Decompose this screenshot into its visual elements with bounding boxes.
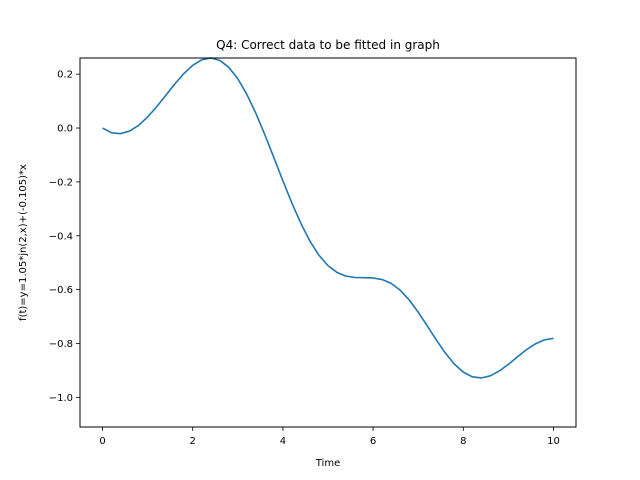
x-tick-label: 6 [370,436,376,447]
x-tick-label: 4 [280,436,286,447]
x-tick-label: 8 [460,436,466,447]
x-tick-label: 10 [547,436,560,447]
x-tick-label: 2 [190,436,196,447]
axis-ticks: 0 2 4 6 8 10 0.2 0.0 −0.2 −0.4 −0.6 −0.8 −1.0 [49,70,560,447]
y-tick-label: −0.4 [49,231,73,242]
y-axis-label: f(t)=y=1.05*jn(2,x)+(-0.105)*x [18,164,29,321]
y-tick-label: −1.0 [49,393,73,404]
chart-title: Q4: Correct data to be fitted in graph [216,38,440,52]
axes-frame [79,57,577,428]
y-tick-label: −0.6 [49,285,73,296]
y-tick-label: 0.2 [57,70,73,81]
y-tick-label: −0.2 [49,177,73,188]
x-tick-label: 0 [99,436,105,447]
plot-area [102,57,554,379]
x-axis-label: Time [315,458,340,469]
y-tick-label: −0.8 [49,339,73,350]
y-tick-label: 0.0 [57,124,73,135]
series-line [102,57,554,379]
